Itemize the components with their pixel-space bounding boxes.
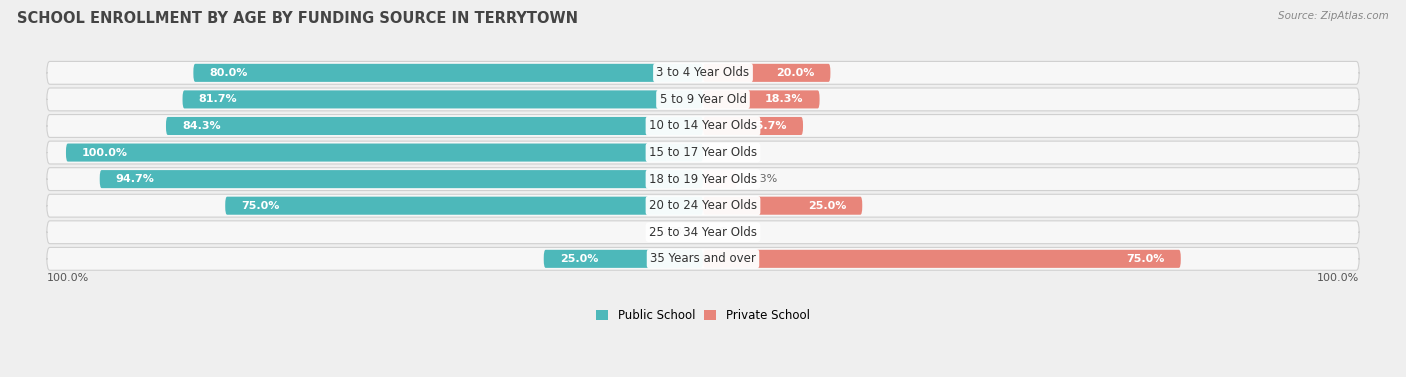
FancyBboxPatch shape: [46, 115, 1360, 137]
Text: 100.0%: 100.0%: [1317, 273, 1360, 283]
Text: 15.7%: 15.7%: [748, 121, 787, 131]
FancyBboxPatch shape: [46, 194, 1360, 217]
Legend: Public School, Private School: Public School, Private School: [592, 304, 814, 326]
Text: 25.0%: 25.0%: [560, 254, 598, 264]
FancyBboxPatch shape: [46, 247, 1360, 270]
Text: 81.7%: 81.7%: [198, 94, 238, 104]
Text: 18.3%: 18.3%: [765, 94, 804, 104]
Text: 100.0%: 100.0%: [46, 273, 89, 283]
FancyBboxPatch shape: [46, 221, 1360, 244]
Text: 10 to 14 Year Olds: 10 to 14 Year Olds: [650, 120, 756, 132]
Text: 20.0%: 20.0%: [776, 68, 814, 78]
FancyBboxPatch shape: [46, 88, 1360, 111]
FancyBboxPatch shape: [166, 117, 703, 135]
FancyBboxPatch shape: [703, 64, 831, 82]
FancyBboxPatch shape: [225, 197, 703, 215]
Text: 15 to 17 Year Olds: 15 to 17 Year Olds: [650, 146, 756, 159]
Text: 25 to 34 Year Olds: 25 to 34 Year Olds: [650, 226, 756, 239]
FancyBboxPatch shape: [46, 168, 1360, 190]
FancyBboxPatch shape: [46, 141, 1360, 164]
FancyBboxPatch shape: [703, 117, 803, 135]
FancyBboxPatch shape: [194, 64, 703, 82]
FancyBboxPatch shape: [703, 250, 1181, 268]
FancyBboxPatch shape: [46, 61, 1360, 84]
Text: 5.3%: 5.3%: [749, 174, 778, 184]
Text: 80.0%: 80.0%: [209, 68, 247, 78]
Text: 35 Years and over: 35 Years and over: [650, 252, 756, 265]
Text: 84.3%: 84.3%: [181, 121, 221, 131]
Text: 5 to 9 Year Old: 5 to 9 Year Old: [659, 93, 747, 106]
Text: Source: ZipAtlas.com: Source: ZipAtlas.com: [1278, 11, 1389, 21]
Text: SCHOOL ENROLLMENT BY AGE BY FUNDING SOURCE IN TERRYTOWN: SCHOOL ENROLLMENT BY AGE BY FUNDING SOUR…: [17, 11, 578, 26]
FancyBboxPatch shape: [544, 250, 703, 268]
Text: 18 to 19 Year Olds: 18 to 19 Year Olds: [650, 173, 756, 185]
FancyBboxPatch shape: [703, 90, 820, 109]
Text: 0.0%: 0.0%: [718, 227, 747, 237]
Text: 25.0%: 25.0%: [808, 201, 846, 211]
Text: 20 to 24 Year Olds: 20 to 24 Year Olds: [650, 199, 756, 212]
FancyBboxPatch shape: [66, 144, 703, 162]
Text: 75.0%: 75.0%: [242, 201, 280, 211]
Text: 94.7%: 94.7%: [115, 174, 155, 184]
FancyBboxPatch shape: [100, 170, 703, 188]
Text: 3 to 4 Year Olds: 3 to 4 Year Olds: [657, 66, 749, 79]
Text: 75.0%: 75.0%: [1126, 254, 1164, 264]
FancyBboxPatch shape: [703, 197, 862, 215]
Text: 0.0%: 0.0%: [659, 227, 688, 237]
Text: 0.0%: 0.0%: [718, 147, 747, 158]
FancyBboxPatch shape: [703, 170, 737, 188]
FancyBboxPatch shape: [183, 90, 703, 109]
Text: 100.0%: 100.0%: [82, 147, 128, 158]
